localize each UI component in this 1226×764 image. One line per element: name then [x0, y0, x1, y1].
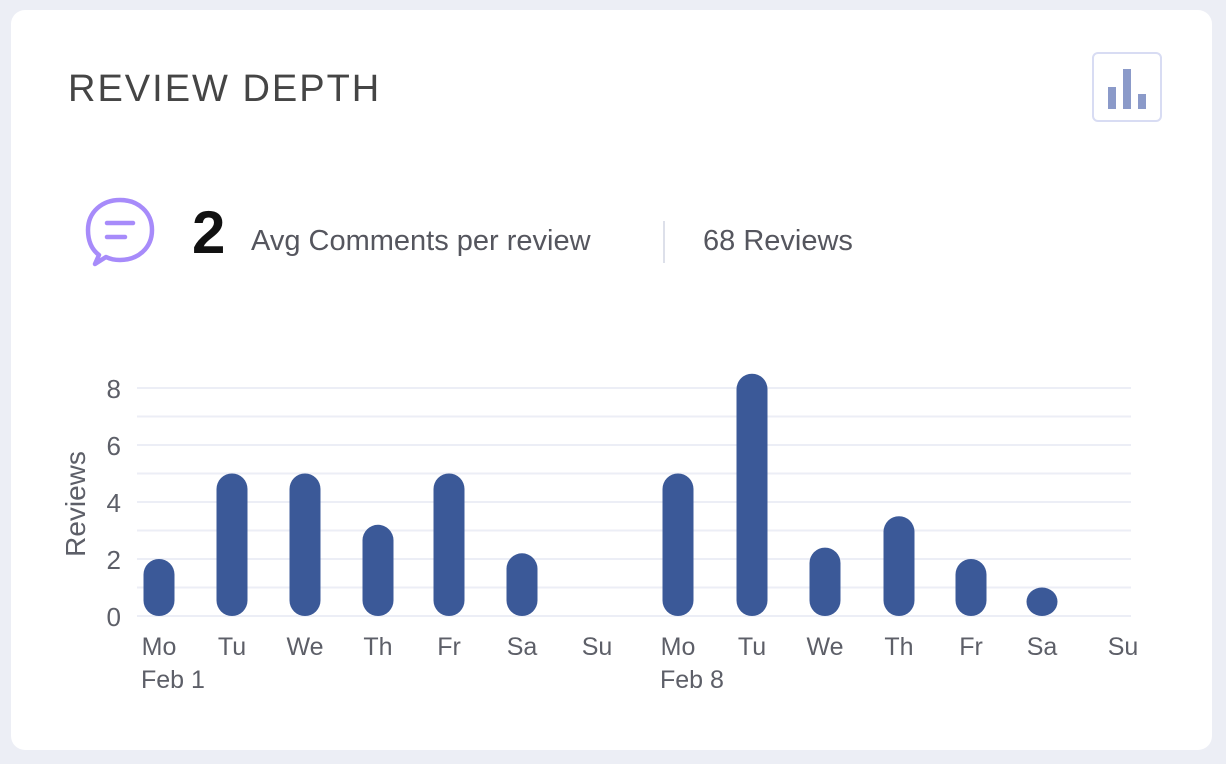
- comment-icon: [83, 194, 159, 275]
- bar: [506, 553, 538, 616]
- bar: [216, 473, 248, 616]
- bar: [883, 516, 915, 616]
- x-tick-label: Mo: [661, 633, 696, 661]
- y-tick-label: 2: [107, 545, 121, 575]
- avg-comments-label: Avg Comments per review: [251, 225, 591, 257]
- review-depth-card: REVIEW DEPTH 2 Avg Comments per review 6…: [11, 10, 1212, 750]
- y-tick-label: 6: [107, 431, 121, 461]
- avg-comments-value: 2: [192, 199, 226, 266]
- x-tick-label: Fr: [437, 633, 461, 661]
- bar: [736, 373, 768, 616]
- x-tick-label: Tu: [738, 633, 766, 661]
- x-tick-label: Su: [1108, 633, 1139, 661]
- x-tick-label: Th: [884, 633, 913, 661]
- x-tick-label: Th: [363, 633, 392, 661]
- week-date-label: Feb 1: [141, 666, 205, 694]
- bar: [362, 524, 394, 616]
- card-title: REVIEW DEPTH: [68, 68, 382, 110]
- x-tick-label: Sa: [507, 633, 538, 661]
- week-date-label: Feb 8: [660, 666, 724, 694]
- y-axis-label: Reviews: [60, 451, 91, 557]
- bar: [143, 559, 175, 616]
- bar: [1026, 587, 1058, 616]
- y-tick-label: 8: [107, 374, 121, 404]
- bar: [662, 473, 694, 616]
- x-tick-label: We: [286, 633, 323, 661]
- bar: [955, 559, 987, 616]
- reviews-bar-chart: 0 2 4 6 8 Reviews Mo Tu We Th Fr Sa Su Mo Tu We Th Fr Sa Su…: [60, 373, 1139, 694]
- reviews-count: 68 Reviews: [703, 225, 853, 257]
- x-tick-label: Mo: [142, 633, 177, 661]
- bar-chart-icon: [1108, 69, 1146, 109]
- bar: [433, 473, 465, 616]
- chart-type-toggle-button[interactable]: [1092, 52, 1162, 122]
- bar: [809, 547, 841, 616]
- x-tick-label: Fr: [959, 633, 983, 661]
- x-tick-label: Tu: [218, 633, 246, 661]
- y-tick-label: 0: [107, 602, 121, 632]
- bar: [289, 473, 321, 616]
- x-tick-label: Sa: [1027, 633, 1058, 661]
- stat-divider: [663, 221, 665, 263]
- x-tick-label: We: [806, 633, 843, 661]
- x-tick-label: Su: [582, 633, 613, 661]
- y-tick-label: 4: [107, 488, 121, 518]
